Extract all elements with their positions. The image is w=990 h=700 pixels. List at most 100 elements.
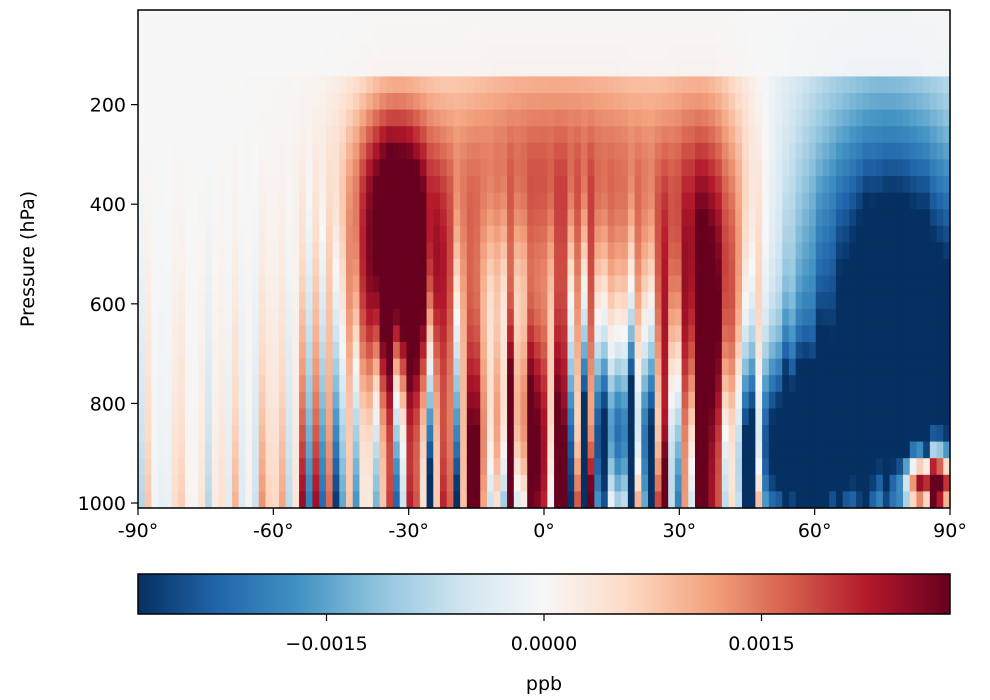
heatmap-cell: [379, 441, 387, 459]
heatmap-cell: [225, 10, 233, 28]
heatmap-cell: [708, 259, 716, 277]
heatmap-cell: [782, 391, 790, 409]
heatmap-cell: [278, 259, 287, 277]
heatmap-cell: [151, 259, 159, 277]
heatmap-cell: [439, 375, 448, 393]
heatmap-cell: [198, 76, 206, 94]
heatmap-cell: [305, 43, 314, 61]
heatmap-cell: [547, 109, 555, 127]
heatmap-cell: [661, 491, 669, 509]
heatmap-cell: [929, 176, 938, 194]
heatmap-cell: [473, 425, 481, 443]
heatmap-cell: [775, 325, 783, 343]
heatmap-cell: [473, 59, 481, 77]
heatmap-cell: [587, 275, 595, 293]
heatmap-cell: [265, 192, 273, 210]
heatmap-cell: [574, 308, 582, 326]
heatmap-cell: [285, 408, 293, 426]
heatmap-cell: [473, 93, 481, 111]
heatmap-cell: [775, 408, 783, 426]
heatmap-cell: [184, 176, 193, 194]
heatmap-cell: [493, 109, 501, 127]
heatmap-cell: [231, 176, 240, 194]
heatmap-cell: [473, 358, 481, 376]
heatmap-cell: [158, 275, 166, 293]
heatmap-cell: [775, 225, 783, 243]
heatmap-cell: [594, 275, 602, 293]
heatmap-cell: [439, 292, 448, 310]
heatmap-cell: [540, 93, 548, 111]
heatmap-cell: [694, 126, 703, 144]
heatmap-cell: [292, 259, 300, 277]
heatmap-cell: [413, 325, 421, 343]
heatmap-cell: [869, 275, 877, 293]
heatmap-cell: [795, 93, 803, 111]
heatmap-cell: [882, 308, 891, 326]
heatmap-cell: [943, 425, 951, 443]
heatmap-cell: [426, 76, 434, 94]
heatmap-cell: [621, 209, 629, 227]
heatmap-cell: [466, 176, 475, 194]
heatmap-cell: [614, 491, 622, 509]
heatmap-cell: [238, 126, 246, 144]
heatmap-cell: [507, 375, 515, 393]
heatmap-cell: [601, 26, 609, 44]
heatmap-cell: [507, 225, 515, 243]
heatmap-cell: [171, 375, 179, 393]
heatmap-cell: [138, 308, 146, 326]
heatmap-cell: [721, 59, 730, 77]
heatmap-cell: [285, 59, 293, 77]
heatmap-cell: [245, 491, 253, 509]
heatmap-cell: [775, 308, 783, 326]
heatmap-cell: [466, 126, 475, 144]
heatmap-cell: [520, 159, 528, 177]
heatmap-cell: [882, 93, 891, 111]
heatmap-cell: [486, 225, 495, 243]
heatmap-cell: [923, 225, 931, 243]
heatmap-cell: [674, 43, 683, 61]
heatmap-cell: [346, 26, 354, 44]
heatmap-cell: [500, 142, 508, 160]
heatmap-cell: [701, 209, 710, 227]
heatmap-cell: [607, 425, 616, 443]
heatmap-cell: [198, 225, 206, 243]
heatmap-cell: [654, 225, 663, 243]
heatmap-cell: [238, 242, 246, 260]
heatmap-cell: [164, 308, 173, 326]
heatmap-cell: [238, 474, 246, 492]
heatmap-cell: [748, 93, 756, 111]
heatmap-cell: [849, 126, 857, 144]
heatmap-cell: [909, 242, 918, 260]
heatmap-cell: [191, 275, 199, 293]
heatmap-cell: [138, 474, 146, 492]
heatmap-cell: [399, 474, 408, 492]
heatmap-cell: [788, 408, 797, 426]
heatmap-cell: [701, 325, 710, 343]
heatmap-cell: [721, 192, 730, 210]
heatmap-cell: [352, 176, 361, 194]
heatmap-cell: [802, 176, 810, 194]
heatmap-cell: [252, 425, 260, 443]
heatmap-cell: [245, 458, 253, 476]
heatmap-cell: [352, 474, 361, 492]
heatmap-cell: [768, 325, 777, 343]
heatmap-cell: [184, 43, 193, 61]
heatmap-cell: [916, 43, 924, 61]
heatmap-cell: [547, 192, 555, 210]
heatmap-cell: [352, 491, 361, 509]
heatmap-cell: [339, 292, 347, 310]
heatmap-cell: [607, 142, 616, 160]
heatmap-cell: [641, 242, 649, 260]
heatmap-cell: [285, 126, 293, 144]
heatmap-cell: [896, 176, 904, 194]
heatmap-cell: [513, 474, 522, 492]
heatmap-cell: [594, 76, 602, 94]
heatmap-cell: [842, 259, 850, 277]
heatmap-cell: [533, 43, 542, 61]
heatmap-cell: [694, 292, 703, 310]
heatmap-cell: [708, 225, 716, 243]
heatmap-cell: [205, 308, 213, 326]
heatmap-cell: [943, 176, 951, 194]
heatmap-cell: [735, 275, 743, 293]
heatmap-cell: [788, 59, 797, 77]
